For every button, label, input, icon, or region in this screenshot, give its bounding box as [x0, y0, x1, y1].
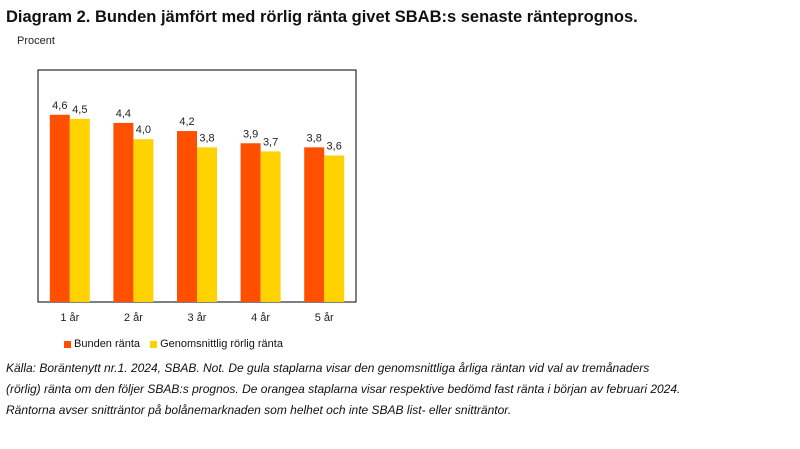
source-line: (rörlig) ränta om den följer SBAB:s prog…	[6, 382, 681, 396]
data-label: 3,6	[327, 140, 342, 152]
x-tick-label: 5 år	[315, 312, 334, 324]
source-note: Källa: Boräntenytt nr.1. 2024, SBAB. Not…	[6, 358, 786, 421]
x-tick-label: 1 år	[60, 312, 79, 324]
bar-bunden-4	[240, 143, 261, 302]
source-line: Räntorna avser snitträntor på bolånemark…	[6, 403, 512, 417]
data-label: 3,7	[263, 136, 278, 148]
bar-bunden-3	[177, 131, 197, 302]
bar-bunden-2	[113, 122, 134, 302]
legend-swatch-bunden	[64, 340, 71, 348]
legend-label-rorlig: Genomsnittlig rörlig ränta	[160, 338, 283, 350]
data-label: 3,8	[199, 132, 214, 144]
bar-rorlig-2	[133, 139, 154, 302]
source-line: Källa: Boräntenytt nr.1. 2024, SBAB. Not…	[6, 361, 650, 375]
bar-rorlig-4	[260, 151, 281, 302]
chart-title: Diagram 2. Bunden jämfört med rörlig rän…	[6, 8, 638, 26]
bar-bunden-1	[49, 114, 70, 302]
x-tick-label: 3 år	[188, 312, 207, 324]
data-label: 3,8	[307, 132, 322, 144]
legend-item-rorlig: Genomsnittlig rörlig ränta	[150, 338, 283, 350]
data-label: 4,5	[72, 104, 87, 116]
bar-rorlig-1	[69, 118, 90, 302]
legend: Bunden ränta Genomsnittlig rörlig ränta	[64, 338, 283, 350]
data-label: 4,0	[136, 124, 151, 136]
x-tick-label: 2 år	[124, 312, 143, 324]
data-label: 4,2	[179, 116, 194, 128]
data-label: 3,9	[243, 128, 258, 140]
legend-item-bunden: Bunden ränta	[64, 338, 140, 350]
legend-label-bunden: Bunden ränta	[74, 338, 141, 350]
bar-rorlig-5	[324, 155, 345, 302]
data-label: 4,6	[52, 100, 67, 112]
bar-rorlig-3	[197, 147, 217, 302]
y-unit-label: Procent	[17, 35, 55, 47]
legend-swatch-rorlig	[150, 340, 158, 348]
bar-bunden-5	[304, 147, 325, 302]
x-tick-label: 4 år	[251, 312, 270, 324]
bar-chart: 4,6 4,5 1 år 4,4 4,0 2 år 4,2 3,8 3 år 3,9 3,7 4 år…	[37, 69, 357, 324]
data-label: 4,4	[116, 108, 131, 120]
